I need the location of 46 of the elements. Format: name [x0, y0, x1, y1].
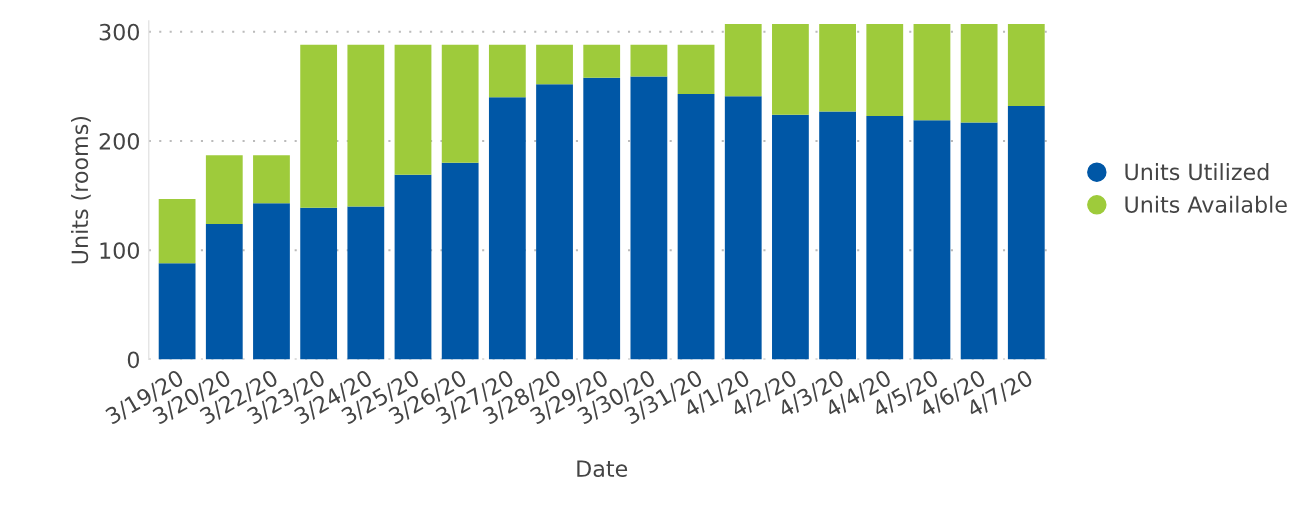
- bar: [1007, 24, 1045, 107]
- bar: [441, 44, 479, 163]
- bar: [441, 162, 479, 360]
- bar: [253, 203, 290, 360]
- bar: [158, 198, 196, 264]
- bar: [819, 24, 856, 112]
- bar: [300, 44, 338, 208]
- bar: [724, 24, 762, 97]
- bar: [819, 111, 856, 360]
- bar: [630, 76, 668, 360]
- bar: [772, 24, 809, 115]
- bar: [866, 24, 904, 116]
- bar: [677, 94, 715, 360]
- bar: [158, 263, 196, 360]
- bar: [300, 207, 338, 360]
- bar: [347, 206, 385, 360]
- bar: [205, 224, 243, 360]
- bar: [677, 44, 715, 95]
- bar: [630, 44, 668, 77]
- bar: [583, 77, 621, 360]
- bar: [960, 122, 998, 360]
- bar: [536, 84, 573, 360]
- bar: [394, 44, 432, 175]
- bar: [488, 97, 526, 360]
- legend-label: Units Available: [1125, 195, 1287, 213]
- bar: [913, 120, 951, 360]
- bar: [866, 115, 904, 360]
- y-tick-label: 200: [99, 132, 139, 150]
- bar: [205, 155, 243, 225]
- bar: [583, 44, 621, 78]
- bar: [960, 24, 998, 123]
- bar: [536, 44, 573, 85]
- bar: [724, 96, 762, 360]
- bar: [253, 155, 290, 204]
- y-tick-label: 300: [99, 23, 139, 41]
- bar: [913, 24, 951, 121]
- y-tick-label: 0: [127, 351, 139, 369]
- bar: [488, 44, 526, 98]
- y-tick-label: 100: [100, 242, 139, 260]
- x-axis-title: Date: [577, 460, 628, 478]
- bar: [394, 174, 432, 360]
- bar: [347, 44, 385, 207]
- bar: [772, 114, 809, 360]
- bar: [1007, 106, 1045, 360]
- legend-label: Units Utilized: [1125, 163, 1269, 181]
- y-axis-title: Units (rooms): [71, 116, 91, 264]
